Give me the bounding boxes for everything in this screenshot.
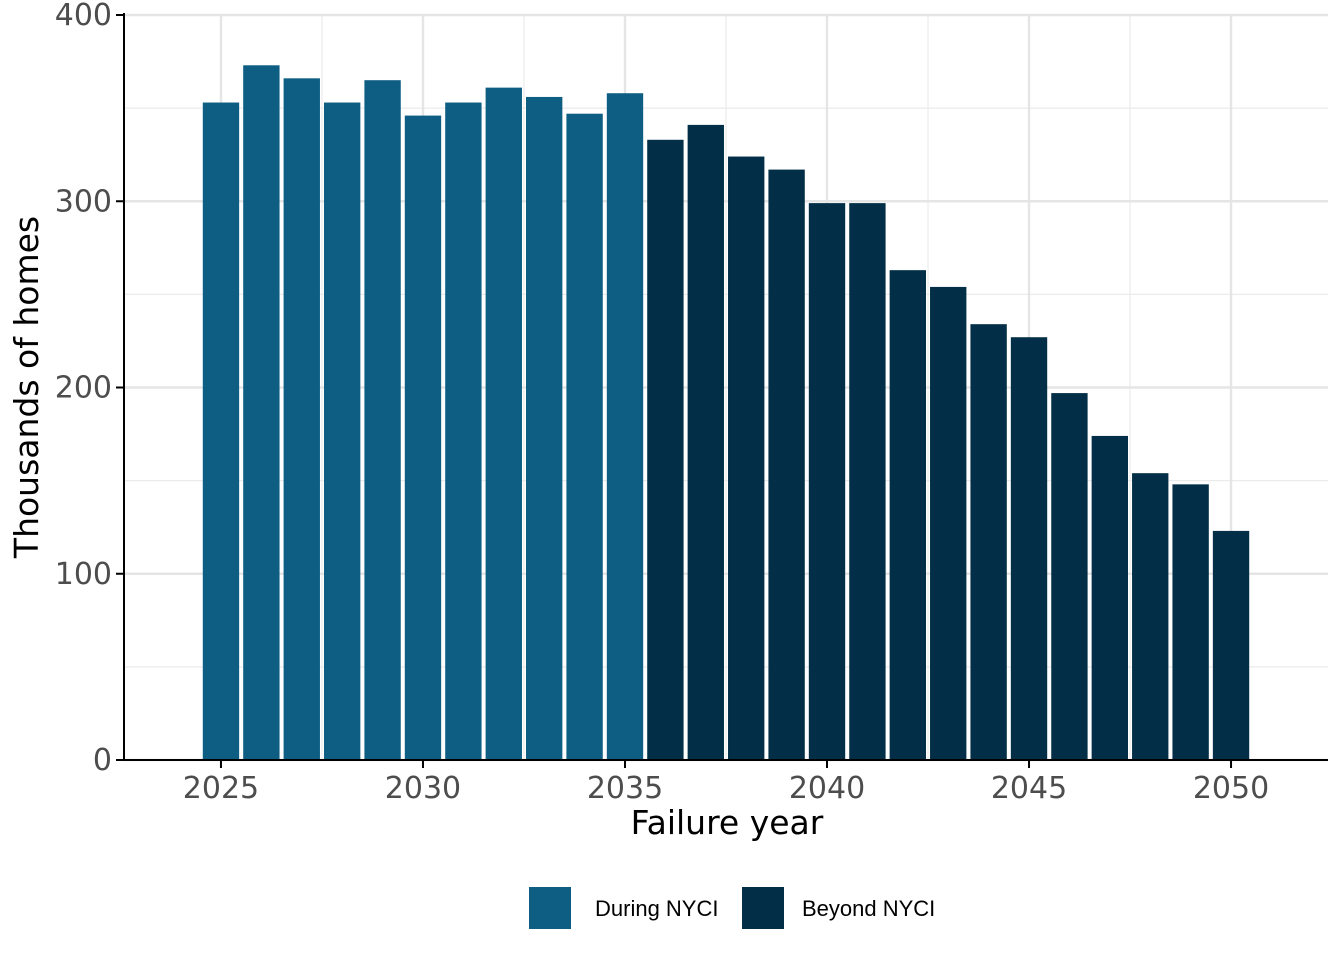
bar-beyond-2038 [728,156,765,761]
bar-beyond-2036 [647,139,684,761]
y-tick-label: 0 [93,743,112,778]
bar-beyond-2043 [930,286,967,760]
bar-during-2026 [243,65,280,761]
bar-beyond-2042 [889,270,926,760]
legend-key-during [529,887,571,929]
bar-during-2025 [202,102,240,761]
bar-beyond-2048 [1132,473,1169,760]
x-tick-label: 2035 [587,771,663,806]
x-tick-label: 2040 [789,771,865,806]
legend-label-beyond: Beyond NYCI [802,896,935,921]
bar-during-2032 [485,87,522,760]
x-axis-title: Failure year [631,803,824,842]
bar-beyond-2050 [1212,530,1250,760]
x-tick-label: 2030 [385,771,461,806]
bar-during-2035 [606,93,644,761]
bar-beyond-2044 [970,324,1007,760]
legend: During NYCI Beyond NYCI [529,887,935,929]
bar-during-2028 [323,102,361,761]
bar-during-2030 [404,115,442,760]
bar-during-2029 [364,80,401,760]
bar-beyond-2047 [1091,435,1129,760]
bar-during-2031 [445,102,482,761]
bar-beyond-2045 [1010,337,1048,760]
y-tick-label: 200 [55,371,112,406]
bars-group [202,65,1250,761]
bar-beyond-2040 [808,203,846,761]
legend-key-beyond [742,887,784,929]
y-tick-label: 300 [55,184,112,219]
bar-during-2033 [526,96,563,760]
bar-during-2027 [283,78,320,760]
x-tick-label: 2045 [991,771,1067,806]
bar-beyond-2046 [1051,393,1088,760]
x-axis-ticks: 2025 2030 2035 2040 2045 2050 [183,760,1269,806]
y-axis-ticks: 0 100 200 300 400 [55,0,124,778]
y-tick-label: 400 [55,0,112,33]
bar-beyond-2037 [687,124,724,760]
bar-beyond-2039 [768,169,805,760]
bar-beyond-2049 [1172,484,1209,760]
y-axis-title: Thousands of homes [7,216,46,559]
y-tick-label: 100 [55,557,112,592]
bar-beyond-2041 [849,203,886,761]
bar-during-2034 [566,113,603,760]
legend-label-during: During NYCI [595,896,718,921]
x-tick-label: 2050 [1193,771,1269,806]
x-tick-label: 2025 [183,771,259,806]
